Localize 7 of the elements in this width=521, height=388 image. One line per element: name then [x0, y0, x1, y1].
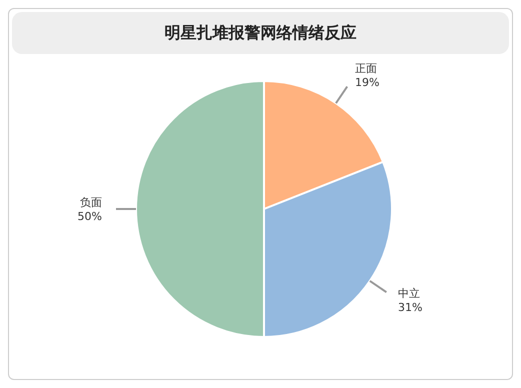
slice-label: 负面: [80, 196, 102, 209]
data-label: 50%: [78, 210, 102, 223]
slice-label: 中立: [398, 287, 420, 300]
data-label: 19%: [355, 76, 380, 90]
data-label: 31%: [398, 301, 422, 314]
chart-title: 明星扎堆报警网络情绪反应: [12, 12, 509, 54]
slice-label: 正面: [355, 62, 378, 76]
